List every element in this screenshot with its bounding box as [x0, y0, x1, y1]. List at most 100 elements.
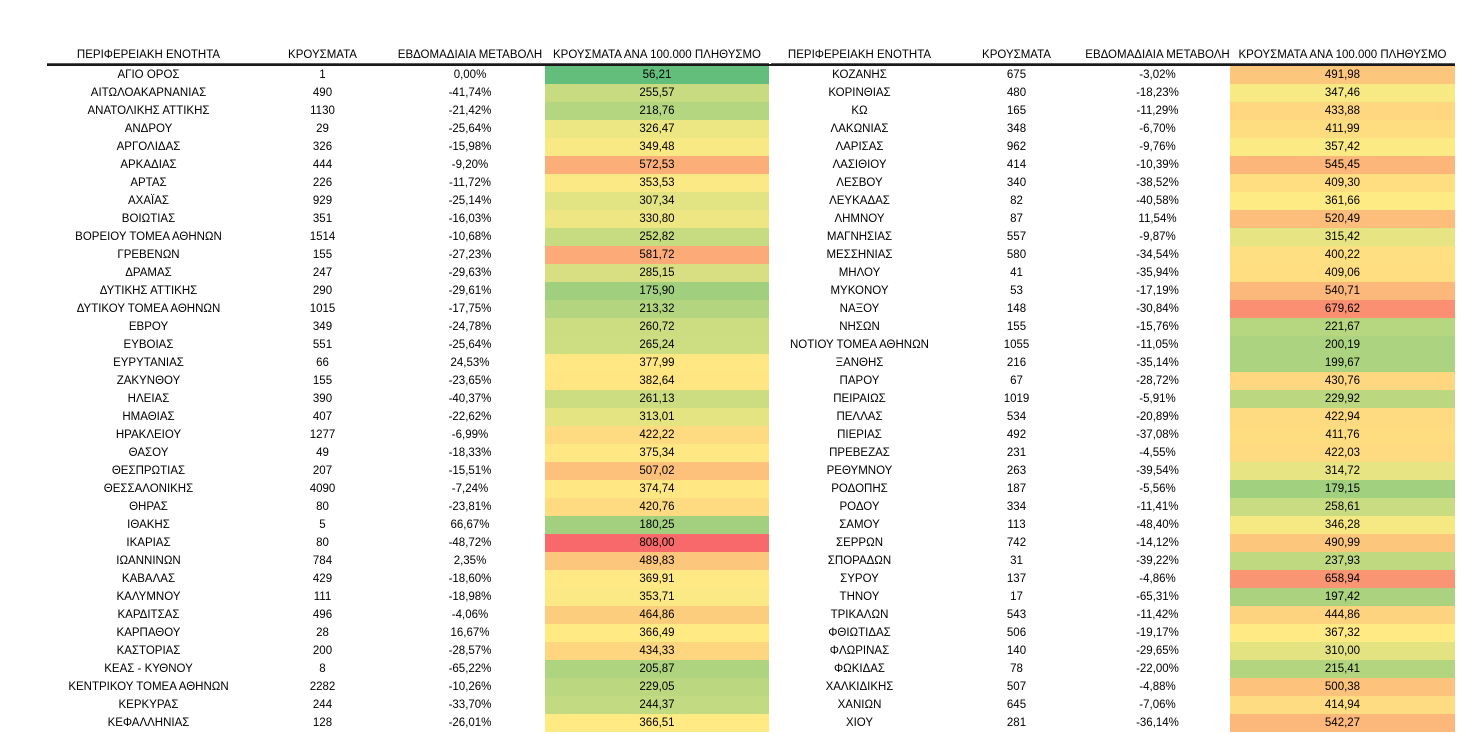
region-cell[interactable]: ΛΕΥΚΑΔΑΣ	[829, 195, 890, 207]
cases-cell[interactable]: 78	[1010, 663, 1023, 675]
rate-per-100k-cell[interactable]: 500,38	[1230, 678, 1455, 696]
weekly-change-cell[interactable]: -10,26%	[448, 681, 492, 693]
cases-cell[interactable]: 551	[312, 339, 333, 351]
rate-per-100k-cell[interactable]: 679,62	[1230, 300, 1455, 318]
weekly-change-cell[interactable]: -10,39%	[1136, 159, 1179, 171]
weekly-change-cell[interactable]: -65,22%	[448, 663, 492, 675]
cases-cell[interactable]: 67	[1010, 375, 1023, 387]
column-header-cases-per-100k[interactable]: ΚΡΟΥΣΜΑΤΑ ΑΝΑ 100.000 ΠΛΗΘΥΣΜΟ	[1230, 48, 1455, 64]
weekly-change-cell[interactable]: -19,17%	[1136, 627, 1179, 639]
cases-cell[interactable]: 349	[312, 321, 333, 333]
cases-cell[interactable]: 140	[1006, 645, 1027, 657]
cases-cell[interactable]: 543	[1006, 609, 1027, 621]
cases-cell[interactable]: 31	[1010, 555, 1023, 567]
rate-per-100k-cell[interactable]: 420,76	[545, 498, 769, 516]
weekly-change-cell[interactable]: -3,02%	[1139, 69, 1176, 81]
rate-per-100k-cell[interactable]: 367,32	[1230, 624, 1455, 642]
region-cell[interactable]: ΝΑΞΟΥ	[839, 303, 880, 315]
region-cell[interactable]: ΝΟΤΙΟΥ ΤΟΜΕΑ ΑΘΗΝΩΝ	[790, 339, 929, 351]
cases-cell[interactable]: 348	[1006, 123, 1027, 135]
cases-cell[interactable]: 1019	[1003, 393, 1030, 405]
region-cell[interactable]: ΜΗΛΟΥ	[838, 267, 881, 279]
weekly-change-cell[interactable]: -48,40%	[1136, 519, 1179, 531]
region-cell[interactable]: ΡΕΘΥΜΝΟΥ	[826, 465, 893, 477]
region-cell[interactable]: ΚΑΡΔΙΤΣΑΣ	[117, 609, 180, 621]
cases-cell[interactable]: 165	[1006, 105, 1027, 117]
cases-cell[interactable]: 137	[1006, 573, 1027, 585]
weekly-change-cell[interactable]: 2,35%	[453, 555, 487, 567]
rate-per-100k-cell[interactable]: 307,34	[545, 192, 769, 210]
rate-per-100k-cell[interactable]: 221,67	[1230, 318, 1455, 336]
region-cell[interactable]: ΠΕΙΡΑΙΩΣ	[833, 393, 886, 405]
cases-cell[interactable]: 5	[319, 519, 326, 531]
region-cell[interactable]: ΝΗΣΩΝ	[839, 321, 880, 333]
rate-per-100k-cell[interactable]: 353,53	[545, 174, 769, 192]
weekly-change-cell[interactable]: -9,87%	[1139, 231, 1176, 243]
region-cell[interactable]: ΚΑΛΥΜΝΟΥ	[116, 591, 181, 603]
region-cell[interactable]: ΚΑΒΑΛΑΣ	[121, 573, 176, 585]
weekly-change-cell[interactable]: -29,65%	[1136, 645, 1179, 657]
region-cell[interactable]: ΙΩΑΝΝΙΝΩΝ	[116, 555, 181, 567]
rate-per-100k-cell[interactable]: 260,72	[545, 318, 769, 336]
rate-per-100k-cell[interactable]: 434,33	[545, 642, 769, 660]
weekly-change-cell[interactable]: -29,61%	[448, 285, 492, 297]
region-cell[interactable]: ΦΩΚΙΔΑΣ	[833, 663, 886, 675]
cases-cell[interactable]: 334	[1006, 501, 1027, 513]
region-cell[interactable]: ΠΡΕΒΕΖΑΣ	[829, 447, 890, 459]
region-cell[interactable]: ΛΗΜΝΟΥ	[834, 213, 885, 225]
region-cell[interactable]: ΚΕΝΤΡΙΚΟΥ ΤΟΜΕΑ ΑΘΗΝΩΝ	[68, 681, 229, 693]
rate-per-100k-cell[interactable]: 520,49	[1230, 210, 1455, 228]
cases-cell[interactable]: 113	[1007, 519, 1026, 531]
region-cell[interactable]: ΣΕΡΡΩΝ	[835, 537, 884, 549]
weekly-change-cell[interactable]: -20,89%	[1136, 411, 1179, 423]
region-cell[interactable]: ΕΥΡΥΤΑΝΙΑΣ	[113, 357, 184, 369]
region-cell[interactable]: ΑΧΑΪΑΣ	[128, 195, 169, 207]
weekly-change-cell[interactable]: -11,41%	[1136, 501, 1179, 513]
region-cell[interactable]: ΚΟΖΑΝΗΣ	[832, 69, 887, 81]
rate-per-100k-cell[interactable]: 330,80	[545, 210, 769, 228]
cases-cell[interactable]: 80	[316, 537, 329, 549]
weekly-change-cell[interactable]: -15,51%	[448, 465, 492, 477]
region-cell[interactable]: ΧΙΟΥ	[845, 717, 874, 729]
cases-cell[interactable]: 1514	[309, 231, 336, 243]
cases-cell[interactable]: 580	[1006, 249, 1027, 261]
weekly-change-cell[interactable]: -25,14%	[448, 195, 492, 207]
column-header-cases[interactable]: ΚΡΟΥΣΜΑΤΑ	[250, 48, 395, 64]
region-cell[interactable]: ΗΛΕΙΑΣ	[127, 393, 170, 405]
weekly-change-cell[interactable]: -39,22%	[1136, 555, 1179, 567]
rate-per-100k-cell[interactable]: 369,91	[545, 570, 769, 588]
cases-cell[interactable]: 429	[312, 573, 333, 585]
region-cell[interactable]: ΑΙΤΩΛΟΑΚΑΡΝΑΝΙΑΣ	[90, 87, 207, 99]
rate-per-100k-cell[interactable]: 347,46	[1230, 84, 1455, 102]
column-header-weekly-change[interactable]: ΕΒΔΟΜΑΔΙΑΙΑ ΜΕΤΑΒΟΛΗ	[395, 48, 545, 64]
weekly-change-cell[interactable]: -17,19%	[1136, 285, 1179, 297]
region-cell[interactable]: ΞΑΝΘΗΣ	[835, 357, 884, 369]
cases-cell[interactable]: 326	[312, 141, 333, 153]
rate-per-100k-cell[interactable]: 258,61	[1230, 498, 1455, 516]
region-cell[interactable]: ΚΕΡΚΥΡΑΣ	[118, 699, 179, 711]
rate-per-100k-cell[interactable]: 229,92	[1230, 390, 1455, 408]
region-cell[interactable]: ΛΑΚΩΝΙΑΣ	[830, 123, 889, 135]
rate-per-100k-cell[interactable]: 215,41	[1230, 660, 1455, 678]
rate-per-100k-cell[interactable]: 218,76	[545, 102, 769, 120]
cases-cell[interactable]: 111	[313, 591, 332, 603]
rate-per-100k-cell[interactable]: 255,57	[545, 84, 769, 102]
weekly-change-cell[interactable]: -9,20%	[451, 159, 489, 171]
cases-cell[interactable]: 247	[312, 267, 333, 279]
region-cell[interactable]: ΙΘΑΚΗΣ	[127, 519, 170, 531]
weekly-change-cell[interactable]: -11,29%	[1136, 105, 1179, 117]
rate-per-100k-cell[interactable]: 56,21	[545, 66, 769, 84]
rate-per-100k-cell[interactable]: 326,47	[545, 120, 769, 138]
cases-cell[interactable]: 244	[312, 699, 333, 711]
weekly-change-cell[interactable]: -18,23%	[1136, 87, 1179, 99]
region-cell[interactable]: ΚΑΡΠΑΘΟΥ	[116, 627, 181, 639]
rate-per-100k-cell[interactable]: 315,42	[1230, 228, 1455, 246]
weekly-change-cell[interactable]: -16,03%	[448, 213, 492, 225]
weekly-change-cell[interactable]: -11,05%	[1136, 339, 1179, 351]
weekly-change-cell[interactable]: -21,42%	[448, 105, 492, 117]
cases-cell[interactable]: 128	[312, 717, 333, 729]
weekly-change-cell[interactable]: -41,74%	[448, 87, 492, 99]
region-cell[interactable]: ΚΕΦΑΛΛΗΝΙΑΣ	[107, 717, 190, 729]
region-cell[interactable]: ΚΟΡΙΝΘΙΑΣ	[828, 87, 891, 99]
rate-per-100k-cell[interactable]: 205,87	[545, 660, 769, 678]
